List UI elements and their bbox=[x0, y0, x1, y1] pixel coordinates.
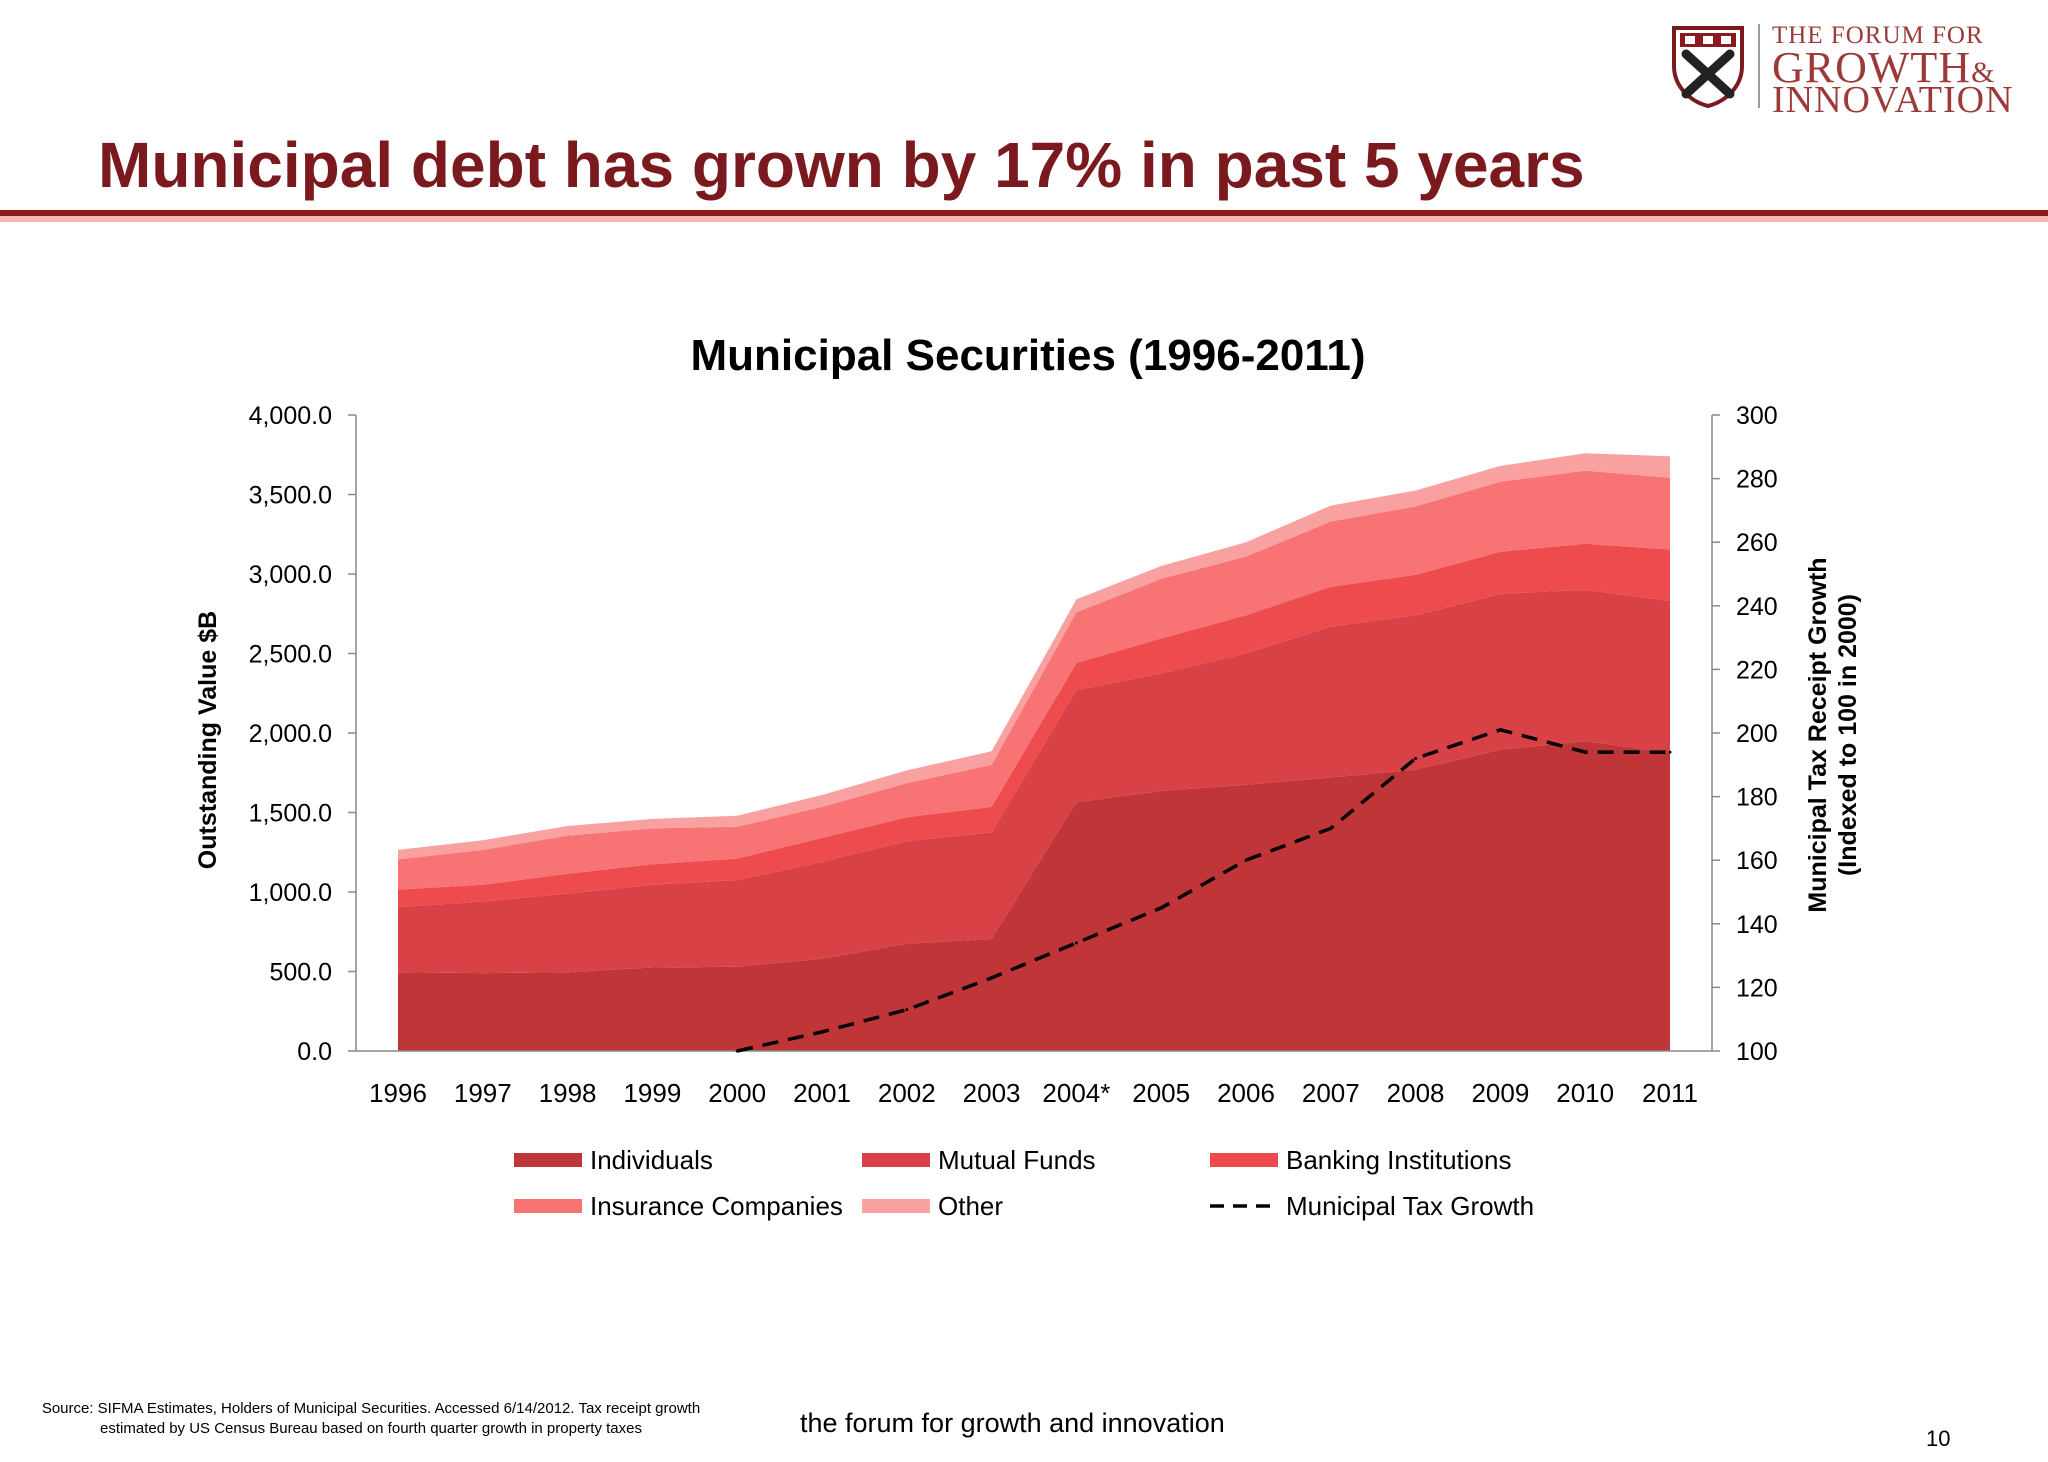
line-municipal-tax-growth bbox=[736, 727, 1670, 1053]
chart-title: Municipal Securities (1996-2011) bbox=[691, 331, 1366, 380]
area-individuals bbox=[398, 741, 1670, 1051]
area-series-group bbox=[398, 453, 1670, 1051]
y2-tick-label: 200 bbox=[1736, 720, 1778, 748]
tax-growth-point bbox=[1329, 826, 1333, 830]
y-tick-label: 2,500.0 bbox=[249, 641, 332, 669]
y2-axis-label-line2: (Indexed to 100 in 2000) bbox=[1834, 594, 1862, 876]
legend-swatch-mutual-funds bbox=[862, 1153, 930, 1167]
axes-group: 0.0 500.0 1,000.0 1,500.0 2,000.0 2,500.0 3,00… bbox=[249, 402, 1778, 1108]
x-tick-label: 2002 bbox=[878, 1078, 936, 1108]
y2-tick-label: 220 bbox=[1736, 656, 1778, 684]
x-tick-label: 1998 bbox=[539, 1078, 597, 1108]
source-note: Source: SIFMA Estimates, Holders of Muni… bbox=[6, 1399, 736, 1439]
x-tick-label: 2007 bbox=[1302, 1078, 1360, 1108]
y2-tick-label: 120 bbox=[1736, 974, 1778, 1002]
x-tick-label: 2000 bbox=[708, 1078, 766, 1108]
area-insurance-companies bbox=[398, 470, 1670, 890]
tax-growth-point bbox=[1583, 750, 1587, 754]
tax-growth-point bbox=[905, 1008, 909, 1012]
legend-swatch-banking-institutions bbox=[1210, 1153, 1278, 1167]
y-tick-label: 2,000.0 bbox=[249, 720, 332, 748]
y2-tick-label: 300 bbox=[1736, 402, 1778, 430]
y-tick-label: 3,000.0 bbox=[249, 561, 332, 589]
logo-growth: GROWTH bbox=[1772, 43, 1972, 92]
tax-growth-point bbox=[990, 976, 994, 980]
logo-line3: INNOVATION bbox=[1772, 79, 2014, 121]
x-tick-label: 2006 bbox=[1217, 1078, 1275, 1108]
x-tick-label: 2009 bbox=[1471, 1078, 1529, 1108]
legend-label-mutual-funds: Mutual Funds bbox=[938, 1145, 1096, 1175]
logo-line1: THE FORUM FOR bbox=[1772, 22, 1984, 49]
y2-axis-label-line1: Municipal Tax Receipt Growth bbox=[1804, 557, 1832, 912]
chart-legend: Individuals Mutual Funds Banking Instituti… bbox=[514, 1145, 1534, 1221]
y2-tick-label: 160 bbox=[1736, 847, 1778, 875]
y2-tick-label: 280 bbox=[1736, 466, 1778, 494]
y2-tick-label: 140 bbox=[1736, 911, 1778, 939]
y-tick-label: 1,000.0 bbox=[249, 879, 332, 907]
y-tick-label: 500.0 bbox=[269, 959, 332, 987]
x-tick-label: 2003 bbox=[963, 1078, 1021, 1108]
page-number: 10 bbox=[1926, 1426, 1951, 1451]
x-tick-label: 2008 bbox=[1387, 1078, 1445, 1108]
title-rule-light bbox=[0, 216, 2048, 222]
y-tick-label: 1,500.0 bbox=[249, 800, 332, 828]
tax-growth-point bbox=[1414, 756, 1418, 760]
x-tick-label: 2011 bbox=[1642, 1078, 1698, 1108]
tax-growth-point bbox=[1159, 906, 1163, 910]
legend-swatch-insurance-companies bbox=[514, 1199, 582, 1213]
tax-growth-point bbox=[735, 1049, 739, 1053]
x-tick-label: 2001 bbox=[793, 1078, 851, 1108]
x-tick-label: 2005 bbox=[1132, 1078, 1190, 1108]
tax-growth-point bbox=[820, 1030, 824, 1034]
forum-logo: THE FORUM FOR GROWTH& INNOVATION bbox=[1672, 22, 2032, 121]
x-tick-label: 1997 bbox=[454, 1078, 512, 1108]
source-line2: estimated by US Census Bureau based on f… bbox=[100, 1420, 642, 1437]
tax-growth-point bbox=[1668, 750, 1672, 754]
tax-growth-point bbox=[1244, 858, 1248, 862]
footer-text: the forum for growth and innovation bbox=[800, 1408, 1225, 1438]
y2-tick-label: 180 bbox=[1736, 784, 1778, 812]
legend-label-other: Other bbox=[938, 1191, 1003, 1221]
y2-tick-label: 100 bbox=[1736, 1038, 1778, 1066]
legend-label-banking-institutions: Banking Institutions bbox=[1286, 1145, 1511, 1175]
y2-tick-label: 260 bbox=[1736, 529, 1778, 557]
title-rule-dark bbox=[0, 210, 2048, 216]
y-tick-label: 4,000.0 bbox=[249, 402, 332, 430]
x-tick-label: 1999 bbox=[623, 1078, 681, 1108]
legend-swatch-individuals bbox=[514, 1153, 582, 1167]
legend-label-individuals: Individuals bbox=[590, 1145, 713, 1175]
legend-label-municipal-tax-growth: Municipal Tax Growth bbox=[1286, 1191, 1534, 1221]
tax-growth-line-group bbox=[735, 727, 1672, 1053]
harvard-shield-icon bbox=[1672, 26, 1744, 108]
legend-swatch-other bbox=[862, 1199, 930, 1213]
area-banking-institutions bbox=[398, 543, 1670, 908]
tax-growth-point bbox=[1074, 941, 1078, 945]
logo-divider bbox=[1758, 24, 1760, 108]
legend-label-insurance-companies: Insurance Companies bbox=[590, 1191, 843, 1221]
logo-ampersand: & bbox=[1971, 56, 1996, 89]
x-tick-label: 2010 bbox=[1556, 1078, 1614, 1108]
area-mutual-funds bbox=[398, 589, 1670, 974]
logo-line2: GROWTH& bbox=[1772, 42, 1995, 93]
y-tick-label: 3,500.0 bbox=[249, 482, 332, 510]
source-line1: Source: SIFMA Estimates, Holders of Muni… bbox=[41, 1400, 701, 1417]
y-tick-label: 0.0 bbox=[297, 1038, 332, 1066]
x-tick-label: 2004* bbox=[1042, 1078, 1110, 1108]
x-tick-label: 1996 bbox=[369, 1078, 427, 1108]
tax-growth-point bbox=[1498, 728, 1502, 732]
slide-title: Municipal debt has grown by 17% in past … bbox=[98, 129, 1585, 201]
y-axis-label: Outstanding Value $B bbox=[194, 611, 222, 869]
y2-tick-label: 240 bbox=[1736, 593, 1778, 621]
